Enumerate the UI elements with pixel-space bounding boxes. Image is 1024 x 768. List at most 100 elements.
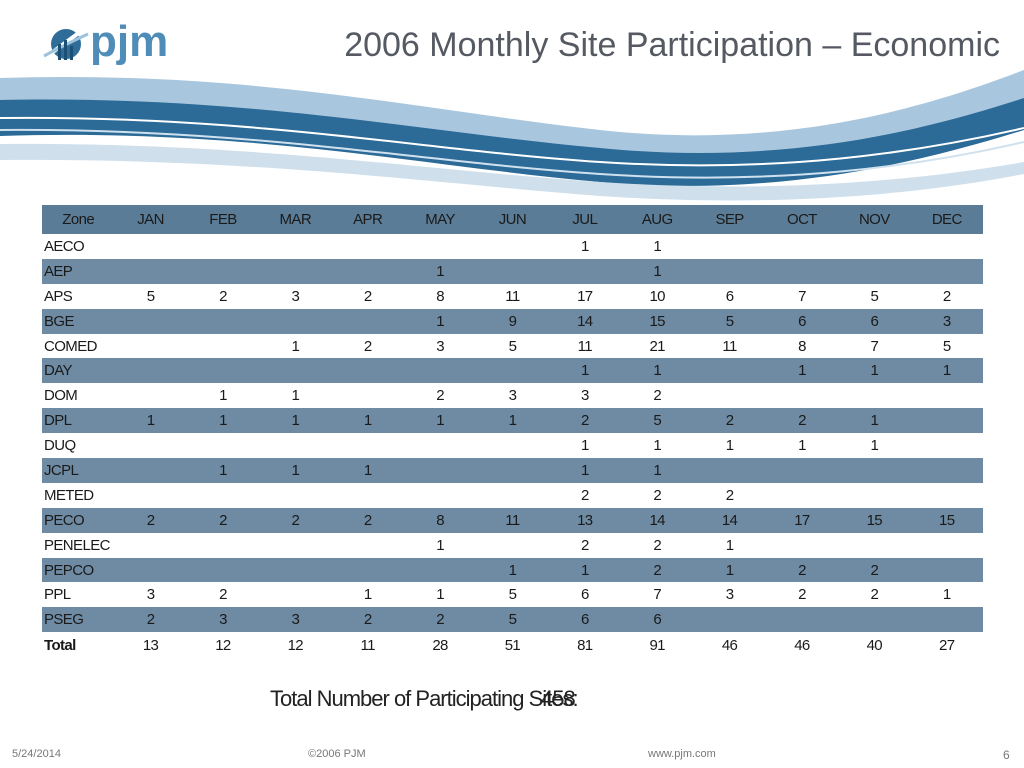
month-value-cell: 5: [146, 287, 155, 305]
column-header: OCT: [765, 205, 839, 234]
column-header: FEB: [186, 205, 260, 234]
column-header: JAN: [114, 205, 187, 234]
month-value-cell: 1: [291, 387, 300, 405]
total-value-cell: 12: [287, 636, 304, 654]
zone-cell: JCPL: [42, 458, 115, 483]
month-value-cell: 2: [838, 557, 911, 583]
page-title: 2006 Monthly Site Participation – Econom…: [344, 26, 1000, 64]
column-header: SEP: [693, 205, 766, 234]
month-value-cell: 2: [436, 387, 444, 405]
month-value-cell: [403, 458, 477, 483]
month-value-cell: [548, 258, 621, 284]
zone-cell: METED: [44, 486, 94, 504]
month-value-cell: 5: [476, 607, 549, 633]
month-value-cell: [114, 358, 187, 384]
month-value-cell: [332, 533, 404, 558]
month-value-cell: 1: [621, 258, 694, 284]
total-value-cell: 27: [939, 636, 955, 654]
month-value-cell: 21: [649, 337, 665, 355]
month-value-cell: [910, 458, 983, 483]
month-value-cell: 3: [436, 337, 444, 355]
month-value-cell: [259, 557, 332, 583]
zone-cell: DAY: [42, 358, 115, 384]
month-value-cell: 2: [219, 586, 227, 604]
column-header: AUG: [621, 205, 694, 234]
month-value-cell: 1: [186, 458, 260, 483]
month-value-cell: 2: [114, 607, 187, 633]
month-value-cell: 2: [114, 507, 187, 533]
column-header: Zone: [42, 205, 115, 234]
month-value-cell: 8: [403, 507, 477, 533]
month-value-cell: [476, 533, 548, 558]
month-value-cell: 17: [577, 287, 593, 305]
month-value-cell: 2: [548, 408, 621, 434]
month-value-cell: 3: [186, 607, 260, 633]
month-value-cell: [259, 582, 331, 607]
month-value-cell: [476, 433, 548, 458]
table-row: APS 5 2 3 2 8 11 17 10 6 7 5 2: [42, 284, 983, 309]
month-value-cell: 5: [870, 287, 879, 305]
month-value-cell: 1: [765, 358, 839, 384]
participation-table: Zone JAN FEB MAR APR MAY JUN JUL AUG SEP…: [42, 205, 983, 658]
month-value-cell: [765, 458, 839, 483]
month-value-cell: 6: [725, 287, 734, 305]
total-value-cell: 91: [649, 636, 665, 654]
month-value-cell: 1: [219, 387, 227, 405]
total-value-cell: 13: [142, 636, 159, 654]
month-value-cell: 2: [580, 536, 589, 554]
month-value-cell: [693, 358, 766, 384]
month-value-cell: [838, 483, 910, 508]
month-value-cell: [404, 234, 476, 259]
month-value-cell: [114, 334, 186, 359]
month-value-cell: 15: [910, 507, 983, 533]
month-value-cell: 1: [580, 437, 589, 455]
month-value-cell: 2: [259, 507, 332, 533]
month-value-cell: 14: [548, 308, 621, 334]
column-header: JUL: [548, 205, 621, 234]
month-value-cell: [766, 533, 838, 558]
month-value-cell: 2: [942, 287, 951, 305]
month-value-cell: 7: [798, 287, 806, 305]
month-value-cell: [332, 483, 404, 508]
total-value-cell: 46: [721, 636, 738, 654]
zone-cell: COMED: [44, 337, 97, 355]
month-value-cell: 1: [725, 536, 734, 554]
total-label-cell: Total: [44, 636, 76, 654]
month-value-cell: 1: [114, 408, 187, 434]
total-value-cell: 11: [360, 636, 376, 654]
month-value-cell: [693, 383, 765, 408]
month-value-cell: [114, 483, 186, 508]
month-value-cell: [114, 258, 187, 284]
month-value-cell: [331, 258, 404, 284]
month-value-cell: 1: [548, 358, 621, 384]
month-value-cell: [187, 483, 259, 508]
month-value-cell: 2: [765, 408, 839, 434]
total-value-cell: 12: [215, 636, 231, 654]
table-row: METED 2 2 2: [42, 483, 983, 508]
month-value-cell: 2: [363, 337, 372, 355]
month-value-cell: 1: [798, 437, 806, 455]
month-value-cell: [259, 234, 331, 259]
month-value-cell: 13: [548, 507, 621, 533]
month-value-cell: [114, 308, 187, 334]
total-row: Total 13 12 12 11 28 51 81 91 46 46 40 27: [42, 632, 983, 658]
month-value-cell: 1: [331, 408, 404, 434]
month-value-cell: 1: [870, 437, 879, 455]
month-value-cell: [838, 607, 911, 633]
month-value-cell: [259, 358, 332, 384]
month-value-cell: 17: [765, 507, 839, 533]
month-value-cell: 2: [653, 387, 662, 405]
zone-cell: AEP: [42, 258, 115, 284]
month-value-cell: 11: [577, 337, 593, 355]
month-value-cell: 8: [436, 287, 444, 305]
total-sites-label: Total Number of Participating Sites:: [270, 686, 579, 711]
month-value-cell: [332, 383, 404, 408]
month-value-cell: [766, 234, 838, 259]
month-value-cell: 11: [722, 337, 737, 355]
month-value-cell: [838, 258, 911, 284]
month-value-cell: [911, 433, 984, 458]
table-header-row: Zone JAN FEB MAR APR MAY JUN JUL AUG SEP…: [42, 205, 983, 234]
month-value-cell: 3: [146, 586, 155, 604]
table-row: COMED 1 2 3 5 11 21 11 8 7 5: [42, 334, 983, 359]
month-value-cell: [476, 358, 549, 384]
